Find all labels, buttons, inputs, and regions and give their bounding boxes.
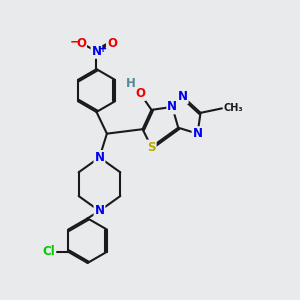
Text: N: N: [167, 100, 177, 113]
Text: N: N: [178, 90, 188, 103]
Text: N: N: [92, 45, 101, 58]
Text: CH₃: CH₃: [224, 103, 243, 113]
Text: N: N: [193, 127, 202, 140]
Text: O: O: [76, 37, 86, 50]
Text: Cl: Cl: [43, 245, 55, 258]
Text: O: O: [135, 87, 145, 100]
Text: +: +: [99, 44, 107, 54]
Text: −: −: [69, 35, 80, 48]
Text: H: H: [126, 76, 136, 90]
Text: O: O: [107, 37, 117, 50]
Text: S: S: [147, 140, 156, 154]
Text: N: N: [94, 151, 104, 164]
Text: N: N: [94, 204, 104, 218]
